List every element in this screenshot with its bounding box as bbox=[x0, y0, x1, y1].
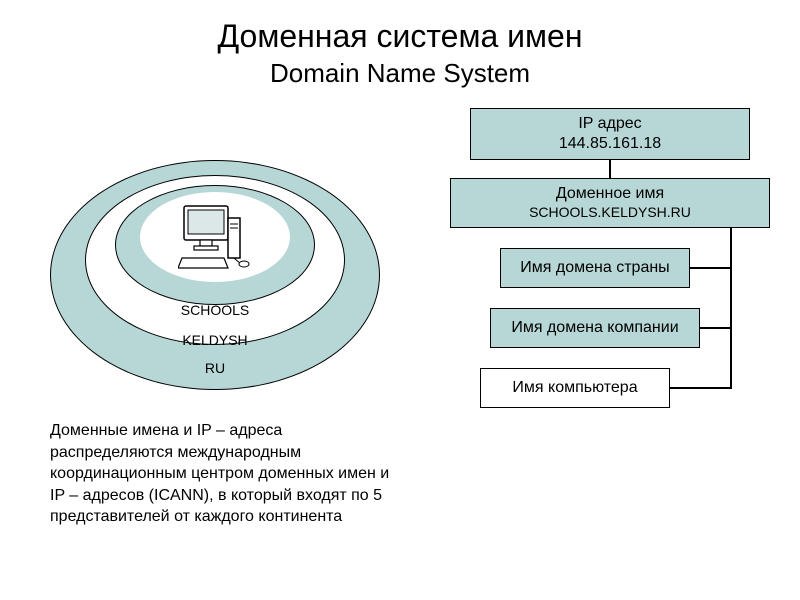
connector-branch-host bbox=[670, 387, 732, 389]
connector-branch-company bbox=[700, 327, 730, 329]
connector-branch-country bbox=[690, 267, 730, 269]
domain-ellipse-diagram: SCHOOLS KELDYSH RU bbox=[50, 160, 380, 390]
connector-ip-domain bbox=[609, 160, 611, 178]
box-domain-name: Доменное имя SCHOOLS.KELDYSH.RU bbox=[450, 178, 770, 228]
box-domain-line2: SCHOOLS.KELDYSH.RU bbox=[451, 204, 769, 222]
box-company-label: Имя домена компании bbox=[491, 318, 699, 338]
box-ip-line2: 144.85.161.18 bbox=[471, 134, 749, 154]
box-country-domain: Имя домена страны bbox=[500, 248, 690, 288]
footer-paragraph: Доменные имена и IP – адреса распределяю… bbox=[50, 420, 400, 528]
box-company-domain: Имя домена компании bbox=[490, 308, 700, 348]
connector-tree-spine bbox=[730, 228, 732, 388]
computer-icon bbox=[178, 202, 252, 272]
ellipse-label-keldysh: KELDYSH bbox=[50, 332, 380, 348]
box-domain-line1: Доменное имя bbox=[451, 184, 769, 204]
box-ip-line1: IP адрес bbox=[471, 114, 749, 134]
ellipse-label-schools: SCHOOLS bbox=[50, 302, 380, 318]
page-subtitle: Domain Name System bbox=[0, 58, 800, 89]
box-ip-address: IP адрес 144.85.161.18 bbox=[470, 108, 750, 160]
box-country-label: Имя домена страны bbox=[501, 258, 689, 278]
box-computer-name: Имя компьютера bbox=[480, 368, 670, 408]
page-title: Доменная система имен bbox=[0, 18, 800, 55]
box-host-label: Имя компьютера bbox=[481, 378, 669, 398]
ellipse-label-ru: RU bbox=[50, 360, 380, 376]
